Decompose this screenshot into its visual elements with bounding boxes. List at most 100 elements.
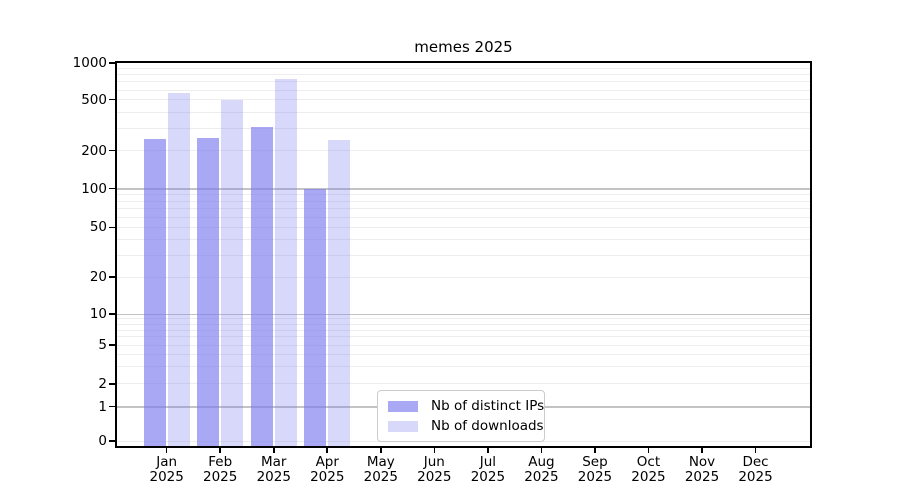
x-tick-month: Apr: [315, 454, 339, 470]
y-minor-gridline: [117, 254, 810, 256]
y-tick-label: 20: [89, 269, 107, 286]
y-minor-gridline: [117, 81, 810, 83]
x-tick-year: 2025: [524, 468, 559, 485]
legend-label: Nb of distinct IPs: [431, 398, 545, 414]
y-gridline: [117, 226, 810, 228]
y-minor-gridline: [117, 68, 810, 70]
x-tick-year: 2025: [363, 468, 398, 485]
x-tick-year: 2025: [738, 468, 773, 485]
y-minor-gridline: [117, 194, 810, 196]
x-tick-label: Nov 2025: [670, 455, 734, 484]
y-minor-gridline: [117, 239, 810, 241]
y-minor-gridline: [117, 111, 810, 113]
x-tick-label: Jul 2025: [456, 455, 520, 484]
y-gridline: [117, 313, 810, 316]
x-tick-label: Sep 2025: [563, 455, 627, 484]
bar-distinct-ips-apr: [304, 188, 327, 446]
x-tick: [754, 448, 757, 453]
x-tick-month: Jan: [156, 454, 178, 470]
x-tick-month: Aug: [528, 454, 555, 470]
bar-distinct-ips-jan: [143, 139, 166, 446]
y-minor-gridline: [117, 366, 810, 368]
x-tick-year: 2025: [684, 468, 720, 485]
y-tick-label: 0: [98, 433, 107, 450]
y-minor-gridline: [117, 89, 810, 91]
y-tick: [109, 440, 115, 442]
x-tick-label: Jan 2025: [135, 455, 199, 484]
x-tick-label: Feb 2025: [188, 455, 252, 484]
x-tick-label: Apr 2025: [295, 455, 359, 484]
x-tick-label: Dec 2025: [724, 455, 788, 484]
bar-downloads-feb: [221, 99, 244, 446]
x-tick-year: 2025: [577, 468, 613, 485]
y-gridline: [117, 276, 810, 278]
y-tick: [109, 313, 115, 315]
x-tick-label: Mar 2025: [242, 455, 306, 484]
x-tick-year: 2025: [470, 468, 506, 485]
x-tick: [540, 448, 543, 453]
chart-title: memes 2025: [414, 38, 513, 56]
x-tick-label: Jun 2025: [402, 455, 466, 484]
x-tick-month: Oct: [636, 454, 661, 470]
y-minor-gridline: [117, 354, 810, 356]
y-tick: [109, 344, 115, 346]
y-gridline: [117, 150, 810, 152]
y-tick: [109, 226, 115, 229]
y-minor-gridline: [117, 216, 810, 218]
y-gridline: [117, 383, 810, 385]
x-tick-year: 2025: [256, 468, 291, 485]
y-minor-gridline: [117, 318, 810, 320]
x-tick-label: May 2025: [349, 455, 413, 484]
x-tick-label: Aug 2025: [509, 455, 573, 484]
y-minor-gridline: [117, 74, 810, 76]
y-tick: [109, 383, 115, 385]
x-tick: [433, 448, 436, 453]
plot-area: 1000 500 200 100 50 20 10 5 2 1 0 Jan 2025 Feb 2025 Mar…: [73, 55, 812, 484]
x-tick-month: Sep: [582, 454, 608, 470]
legend-swatch: [388, 400, 418, 412]
legend-swatch: [388, 420, 418, 432]
x-tick-label: Oct 2025: [616, 455, 680, 484]
y-minor-gridline: [117, 323, 810, 325]
x-tick: [647, 448, 650, 453]
x-tick: [219, 448, 221, 453]
x-tick-year: 2025: [417, 468, 452, 485]
y-tick-label: 10: [89, 306, 107, 323]
y-gridline: [117, 188, 810, 190]
y-tick-label: 1000: [72, 55, 107, 71]
y-tick-label: 500: [81, 91, 107, 108]
x-tick: [594, 448, 596, 453]
y-minor-gridline: [117, 336, 810, 338]
x-tick: [165, 448, 168, 453]
y-tick: [109, 62, 115, 64]
y-tick: [109, 187, 115, 190]
x-tick-month: Mar: [261, 454, 287, 470]
y-minor-gridline: [117, 127, 810, 129]
x-tick-month: Jun: [423, 454, 445, 470]
y-tick: [109, 149, 115, 152]
x-tick: [380, 448, 382, 453]
bar-downloads-mar: [274, 79, 297, 446]
y-tick: [109, 405, 115, 408]
x-tick-month: May: [366, 454, 395, 470]
x-tick: [326, 448, 329, 453]
x-tick-year: 2025: [631, 468, 666, 485]
y-minor-gridline: [117, 329, 810, 331]
x-tick-year: 2025: [203, 468, 238, 485]
y-tick: [109, 98, 115, 101]
y-minor-gridline: [117, 208, 810, 210]
y-tick-label: 100: [81, 180, 107, 197]
y-tick: [109, 276, 115, 279]
x-tick: [272, 448, 275, 453]
y-tick-label: 200: [81, 142, 107, 159]
y-tick-label: 1: [98, 398, 107, 415]
x-tick: [487, 448, 489, 453]
y-gridline: [117, 99, 810, 101]
x-tick-year: 2025: [310, 468, 345, 485]
x-tick-year: 2025: [149, 468, 184, 485]
x-tick-month: Nov: [688, 454, 716, 470]
x-tick-month: Jul: [479, 454, 497, 470]
x-tick: [701, 448, 703, 453]
bar-downloads-jan: [167, 93, 190, 446]
